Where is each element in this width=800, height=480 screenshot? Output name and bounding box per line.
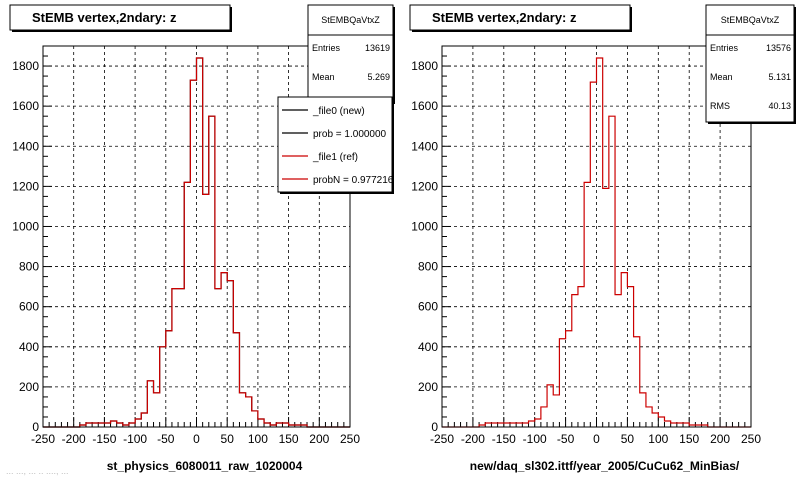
y-tick-label: 200 bbox=[418, 380, 438, 394]
legend-label: probN = 0.977216 bbox=[313, 175, 394, 186]
y-tick-label: 0 bbox=[431, 420, 438, 434]
left-histogram-panel: -250 -200 -150 -100 -50 0 50 100 150 200 250 0 200 40… bbox=[9, 4, 395, 473]
x-tick-label: -250 bbox=[430, 432, 454, 446]
x-tick-label: -150 bbox=[92, 432, 116, 446]
stats-box bbox=[705, 4, 795, 123]
y-tick-label: 1800 bbox=[411, 59, 438, 73]
stats-label: Mean bbox=[312, 72, 335, 82]
x-tick-label: -150 bbox=[492, 432, 516, 446]
x-tick-label: 0 bbox=[193, 432, 200, 446]
x-axis-label: new/daq_sl302.ittf/year_2005/CuCu62_MinB… bbox=[470, 459, 740, 473]
x-tick-label: 150 bbox=[279, 432, 299, 446]
x-tick-label: 100 bbox=[248, 432, 268, 446]
stats-box bbox=[307, 4, 394, 103]
legend-label: _file1 (ref) bbox=[312, 152, 358, 163]
stats-label: Entries bbox=[312, 43, 341, 53]
y-tick-label: 1400 bbox=[12, 139, 39, 153]
stats-value: 13576 bbox=[766, 43, 791, 53]
plot-frame bbox=[42, 45, 351, 428]
y-tick-label: 1600 bbox=[12, 99, 39, 113]
x-tick-label: -100 bbox=[523, 432, 547, 446]
stats-value: 40.13 bbox=[768, 101, 791, 111]
x-tick-label: -200 bbox=[461, 432, 485, 446]
y-tick-label: 600 bbox=[418, 300, 438, 314]
x-tick-label: 100 bbox=[648, 432, 668, 446]
stats-value: 5.269 bbox=[367, 72, 390, 82]
x-tick-label: -50 bbox=[557, 432, 575, 446]
x-tick-label: 50 bbox=[621, 432, 635, 446]
x-tick-label: 250 bbox=[340, 432, 360, 446]
legend-box bbox=[277, 96, 393, 193]
x-tick-label: 0 bbox=[593, 432, 600, 446]
y-tick-label: 800 bbox=[19, 260, 39, 274]
y-tick-label: 0 bbox=[32, 420, 39, 434]
x-tick-label: -250 bbox=[31, 432, 55, 446]
x-tick-label: 150 bbox=[679, 432, 699, 446]
footer-text: ... ..., ... .. ...., ... bbox=[6, 466, 69, 476]
y-tick-label: 1200 bbox=[411, 179, 438, 193]
stats-value: 13619 bbox=[365, 43, 390, 53]
stats-value: 5.131 bbox=[768, 72, 791, 82]
y-tick-label: 1200 bbox=[12, 179, 39, 193]
y-tick-label: 1400 bbox=[411, 139, 438, 153]
x-axis-label: st_physics_6080011_raw_1020004 bbox=[107, 459, 303, 473]
y-tick-label: 1000 bbox=[12, 219, 39, 233]
x-tick-label: 50 bbox=[221, 432, 235, 446]
y-tick-label: 600 bbox=[19, 300, 39, 314]
legend-entries: _file0 (new) prob = 1.000000 _file1 (ref) p… bbox=[282, 106, 394, 186]
histogram-series-0 bbox=[442, 57, 751, 428]
stats-label: Mean bbox=[710, 72, 733, 82]
legend-label: prob = 1.000000 bbox=[313, 129, 387, 140]
y-tick-label: 1800 bbox=[12, 59, 39, 73]
stats-name: StEMBQaVtxZ bbox=[321, 15, 380, 25]
plot-area bbox=[442, 46, 751, 427]
right-histogram-panel: -250 -200 -150 -100 -50 0 50 100 150 200 250 0 200 40… bbox=[409, 4, 796, 473]
y-tick-label: 1600 bbox=[411, 99, 438, 113]
y-tick-label: 200 bbox=[19, 380, 39, 394]
y-tick-label: 400 bbox=[19, 340, 39, 354]
chart-title: StEMB vertex,2ndary: z bbox=[432, 10, 577, 25]
y-tick-label: 400 bbox=[418, 340, 438, 354]
x-tick-label: -100 bbox=[123, 432, 147, 446]
legend-label: _file0 (new) bbox=[312, 106, 365, 117]
x-tick-label: 250 bbox=[741, 432, 761, 446]
x-tick-label: 200 bbox=[309, 432, 329, 446]
plot-frame bbox=[441, 45, 752, 428]
title-box bbox=[409, 4, 631, 31]
x-tick-label: -200 bbox=[62, 432, 86, 446]
stats-label: Entries bbox=[710, 43, 739, 53]
chart-title: StEMB vertex,2ndary: z bbox=[32, 10, 177, 25]
y-tick-label: 800 bbox=[418, 260, 438, 274]
histogram-series-1 bbox=[43, 57, 350, 428]
stats-name: StEMBQaVtxZ bbox=[721, 15, 780, 25]
x-tick-label: -50 bbox=[157, 432, 175, 446]
title-box bbox=[9, 4, 231, 31]
stats-label: RMS bbox=[710, 101, 730, 111]
y-tick-label: 1000 bbox=[411, 219, 438, 233]
x-tick-label: 200 bbox=[710, 432, 730, 446]
